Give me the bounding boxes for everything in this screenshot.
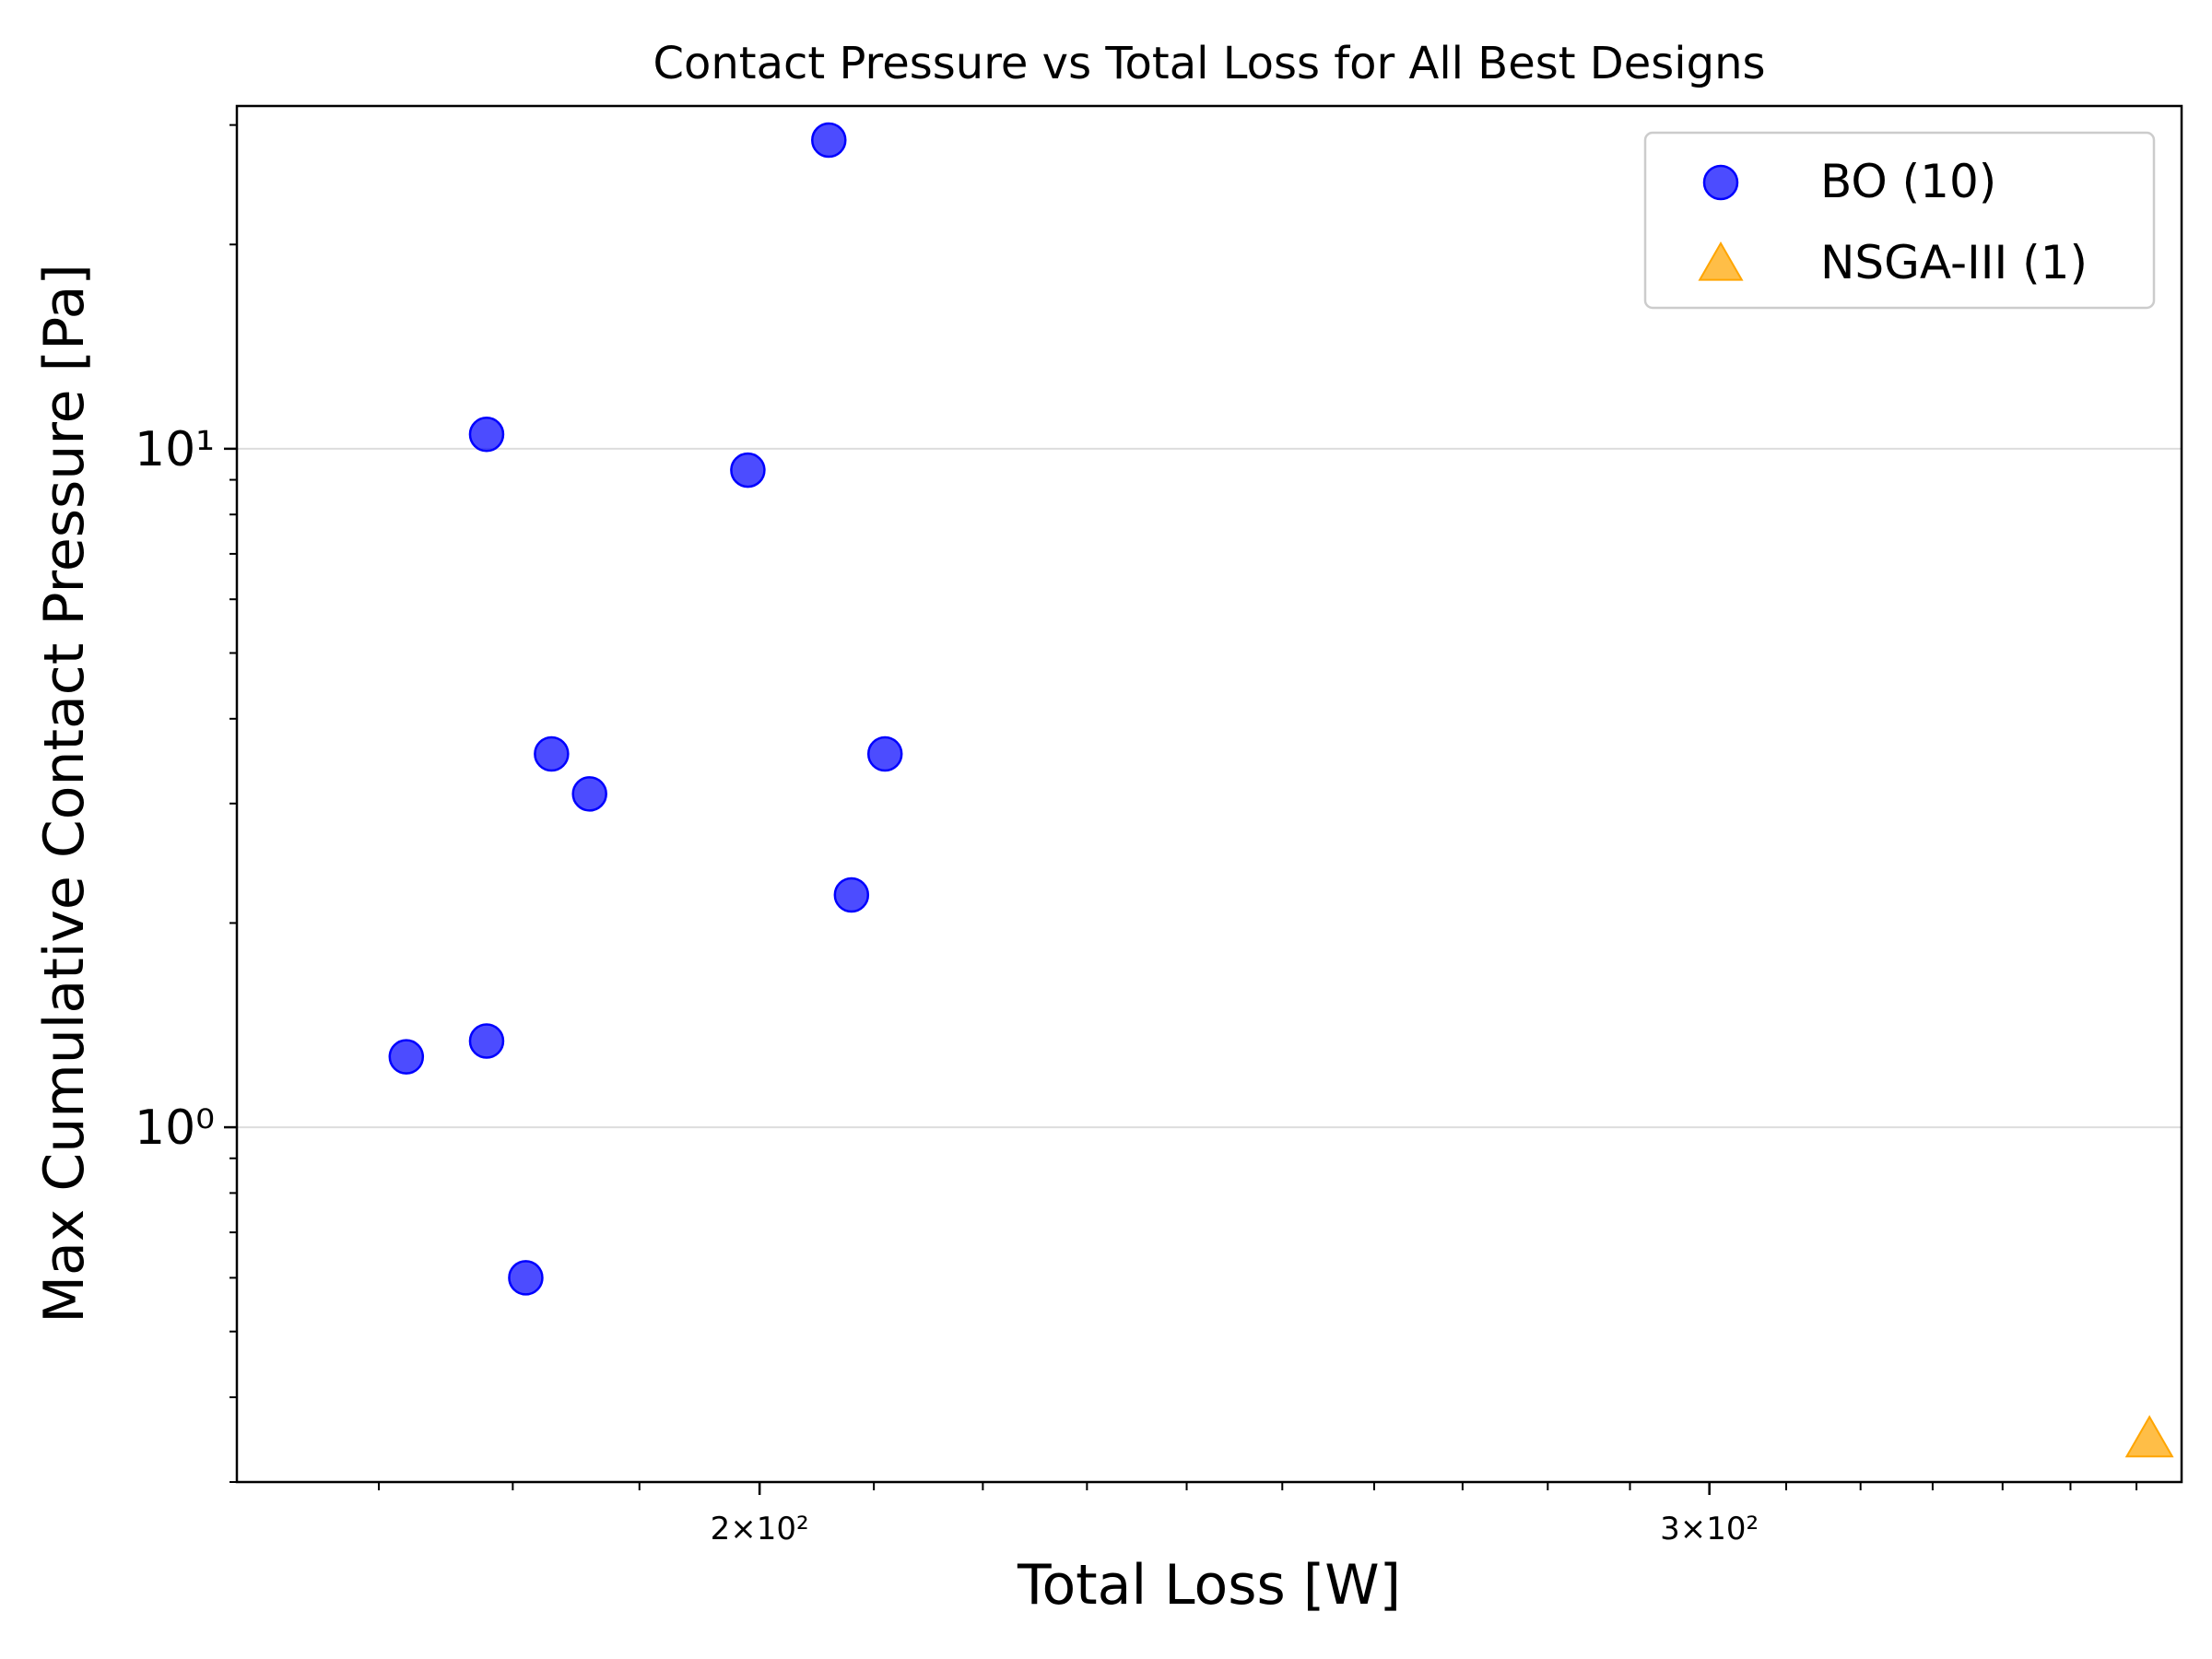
series-0-point-0 <box>811 122 847 159</box>
series-0-point-3 <box>534 735 570 772</box>
plot-area-frame <box>235 104 2183 1484</box>
series-0-point-2 <box>730 452 766 488</box>
series-0-point-5 <box>866 735 903 772</box>
series-0-point-8 <box>388 1039 425 1075</box>
legend: BO (10) NSGA-III (1) <box>1643 131 2156 310</box>
legend-marker-1 <box>1698 241 1744 281</box>
legend-marker-0 <box>1702 164 1739 201</box>
series-0-point-6 <box>833 877 870 913</box>
axis-ticks: 10⁰ 10¹ 2×10² 3×10² <box>135 124 2138 1547</box>
chart-title: Contact Pressure vs Total Loss for All B… <box>653 38 1765 89</box>
legend-label-0: BO (10) <box>1820 155 1996 208</box>
y-tick-label-0: 10⁰ <box>135 1100 215 1156</box>
y-tick-label-1: 10¹ <box>135 422 215 477</box>
x-tick-label-0: 2×10² <box>711 1511 809 1547</box>
grid-lines <box>237 447 2182 1129</box>
data-points <box>388 122 2174 1458</box>
legend-label-1: NSGA-III (1) <box>1820 236 2088 289</box>
x-tick-label-1: 3×10² <box>1660 1511 1759 1547</box>
legend-box <box>1643 131 2156 310</box>
series-0-point-7 <box>468 1023 505 1059</box>
series-0-point-4 <box>571 776 607 812</box>
series-0-point-1 <box>468 417 505 453</box>
y-axis-label: Max Cumulative Contact Pressure [Pa] <box>32 264 97 1324</box>
series-1-point-0 <box>2124 1415 2174 1458</box>
x-axis-label: Total Loss [W] <box>1017 1553 1401 1618</box>
series-0-point-9 <box>508 1260 544 1296</box>
